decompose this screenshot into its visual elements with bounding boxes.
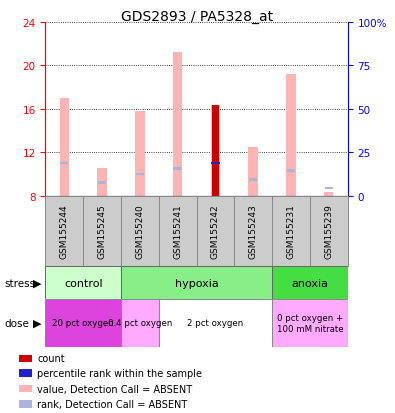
Bar: [19, 370, 32, 377]
Text: GSM155240: GSM155240: [135, 204, 144, 259]
Bar: [211, 106, 220, 196]
Bar: [98, 182, 106, 185]
Bar: [197, 196, 234, 266]
Text: stress: stress: [4, 278, 35, 288]
Text: GSM155241: GSM155241: [173, 204, 182, 259]
Text: ▶: ▶: [33, 278, 41, 288]
Text: 2 pct oxygen: 2 pct oxygen: [187, 319, 244, 328]
Bar: [286, 75, 296, 196]
Bar: [287, 170, 295, 173]
Text: GSM155244: GSM155244: [60, 204, 69, 259]
Bar: [121, 196, 159, 266]
Bar: [45, 196, 83, 266]
Bar: [249, 178, 257, 181]
Bar: [19, 385, 32, 392]
Text: GDS2893 / PA5328_at: GDS2893 / PA5328_at: [121, 10, 274, 24]
Bar: [173, 53, 182, 196]
Text: rank, Detection Call = ABSENT: rank, Detection Call = ABSENT: [38, 399, 188, 409]
Bar: [248, 147, 258, 196]
Text: GSM155231: GSM155231: [286, 204, 295, 259]
Text: anoxia: anoxia: [292, 278, 328, 288]
Bar: [159, 299, 272, 347]
Text: dose: dose: [4, 318, 29, 328]
Bar: [97, 169, 107, 196]
Text: count: count: [38, 354, 65, 363]
Text: ▶: ▶: [33, 318, 41, 328]
Bar: [212, 106, 219, 196]
Bar: [19, 400, 32, 408]
Text: percentile rank within the sample: percentile rank within the sample: [38, 368, 202, 378]
Bar: [135, 112, 145, 196]
Text: GSM155243: GSM155243: [249, 204, 258, 259]
Bar: [45, 299, 121, 347]
Text: control: control: [64, 278, 103, 288]
Bar: [121, 266, 272, 299]
Text: GSM155239: GSM155239: [324, 204, 333, 259]
Bar: [272, 299, 348, 347]
Text: value, Detection Call = ABSENT: value, Detection Call = ABSENT: [38, 384, 192, 394]
Bar: [173, 168, 182, 171]
Bar: [19, 355, 32, 363]
Text: 0.4 pct oxygen: 0.4 pct oxygen: [108, 319, 172, 328]
Bar: [60, 99, 69, 196]
Bar: [60, 162, 68, 165]
Text: 20 pct oxygen: 20 pct oxygen: [52, 319, 114, 328]
Text: GSM155245: GSM155245: [98, 204, 107, 259]
Bar: [272, 266, 348, 299]
Bar: [310, 196, 348, 266]
Text: GSM155242: GSM155242: [211, 204, 220, 259]
Text: hypoxia: hypoxia: [175, 278, 218, 288]
Text: 0 pct oxygen +
100 mM nitrate: 0 pct oxygen + 100 mM nitrate: [276, 313, 343, 333]
Bar: [234, 196, 272, 266]
Bar: [272, 196, 310, 266]
Bar: [324, 193, 333, 196]
Bar: [121, 299, 159, 347]
Bar: [159, 196, 197, 266]
Bar: [83, 196, 121, 266]
Bar: [325, 187, 333, 190]
Bar: [45, 266, 121, 299]
Bar: [136, 173, 144, 176]
Bar: [211, 162, 220, 165]
